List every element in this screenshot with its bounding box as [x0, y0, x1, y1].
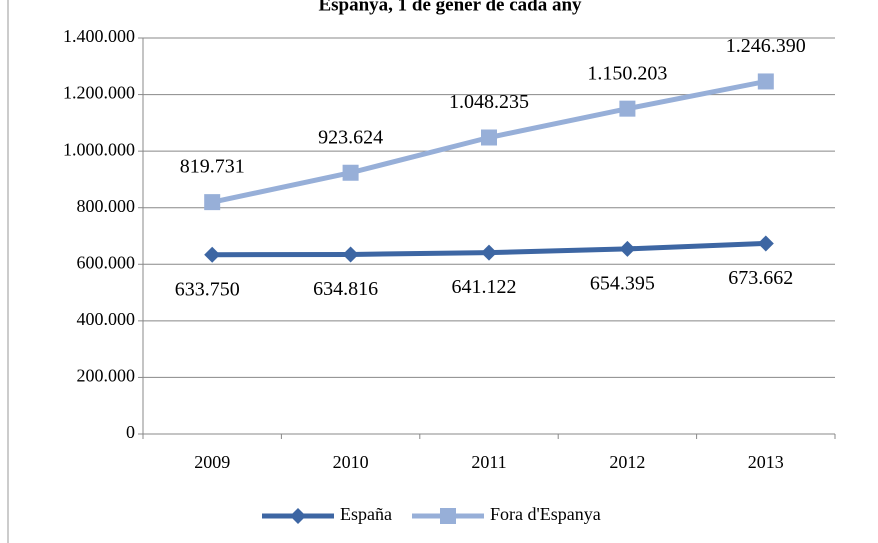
legend-marker: [440, 508, 456, 524]
marker: [757, 235, 774, 252]
marker: [204, 246, 221, 263]
marker: [757, 73, 774, 90]
x-tick-label: 2012: [609, 452, 645, 472]
data-label: 1.048.235: [449, 91, 529, 113]
data-label: 1.246.390: [726, 35, 806, 57]
y-tick-label: 1.000.000: [63, 139, 135, 159]
x-tick-label: 2009: [194, 452, 230, 472]
x-tick-label: 2011: [471, 452, 506, 472]
y-tick-label: 0: [126, 422, 135, 442]
marker: [619, 240, 636, 257]
data-label: 654.395: [590, 272, 655, 294]
marker: [342, 246, 359, 263]
data-label: 819.731: [180, 156, 245, 178]
chart-title: Espanya, 1 de gener de cada any: [318, 0, 582, 15]
marker: [619, 100, 636, 117]
data-label: 634.816: [313, 278, 378, 300]
y-tick-label: 1.200.000: [63, 83, 135, 103]
data-label: 673.662: [728, 267, 793, 289]
y-tick-label: 1.400.000: [63, 26, 135, 46]
data-label: 633.750: [175, 278, 240, 300]
data-label: 1.150.203: [587, 62, 667, 84]
x-tick-label: 2010: [333, 452, 369, 472]
marker: [481, 244, 497, 261]
legend-label: España: [340, 504, 392, 524]
marker: [204, 194, 221, 211]
y-tick-label: 200.000: [77, 366, 136, 386]
x-tick-label: 2013: [748, 452, 784, 472]
legend-label: Fora d'Espanya: [490, 504, 601, 524]
data-label: 641.122: [452, 276, 517, 298]
legend-marker: [290, 508, 306, 524]
y-tick-label: 600.000: [77, 252, 136, 272]
y-tick-label: 400.000: [77, 309, 136, 329]
marker: [342, 164, 359, 181]
y-tick-label: 800.000: [77, 196, 136, 216]
marker: [481, 129, 497, 146]
data-label: 923.624: [318, 126, 383, 148]
